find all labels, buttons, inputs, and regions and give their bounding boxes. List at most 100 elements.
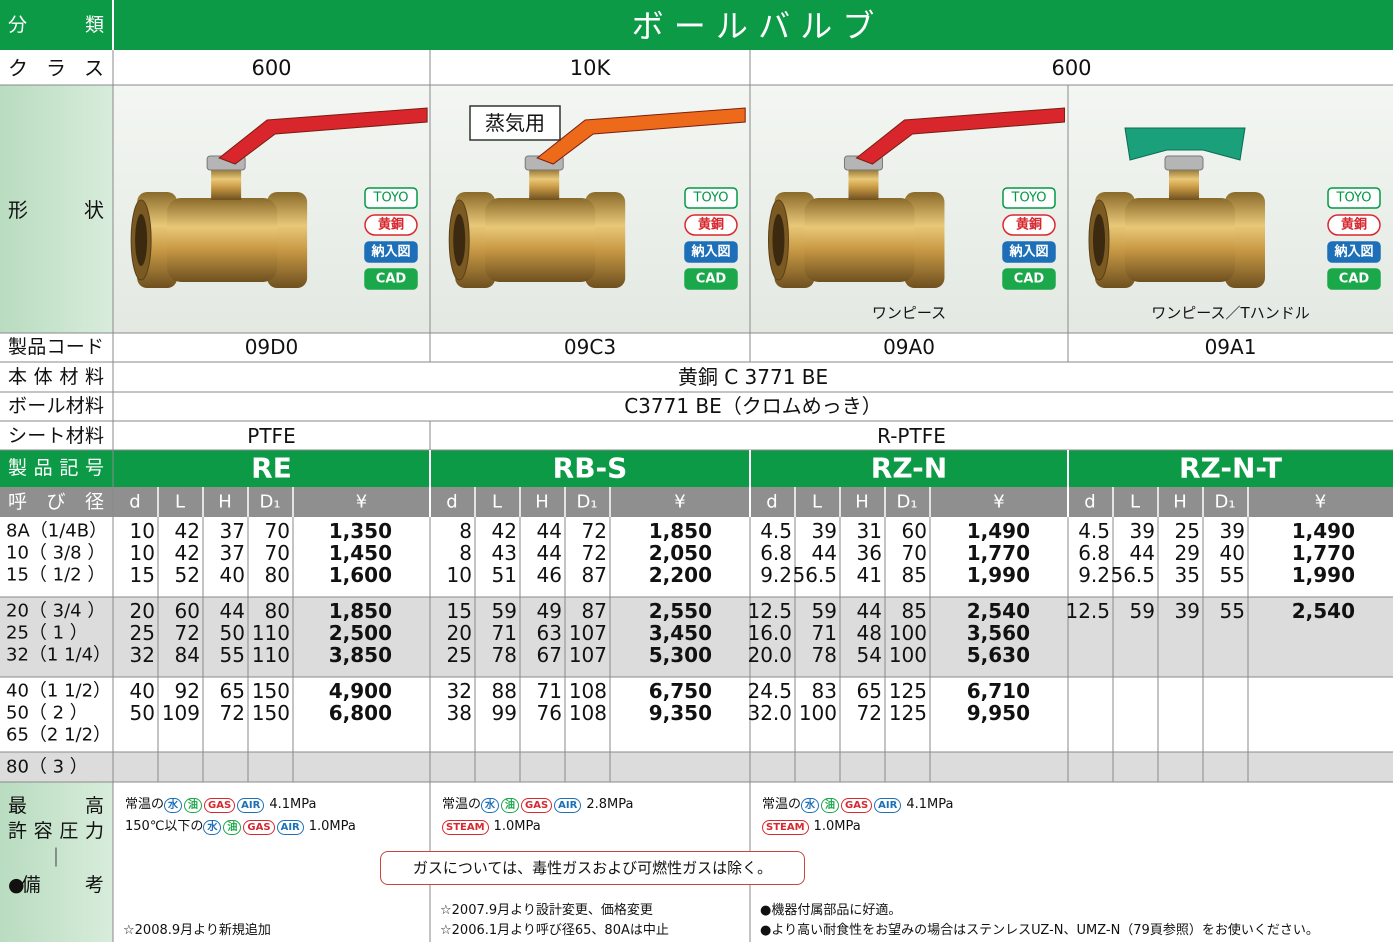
dimension: 20 [447,621,472,645]
header-bg [0,0,113,50]
price: 9,950 [967,701,1030,725]
dimension: 125 [889,679,927,703]
badge-text: 黄銅 [698,217,724,233]
dimension: 108 [569,701,607,725]
dimension: 44 [537,541,562,565]
remark: ●機器付属部品に好適。 [760,903,902,918]
class-value: 600 [1051,56,1091,80]
media-icon: GAS [204,798,236,813]
dimension: 12.5 [1065,599,1110,623]
nominal-size: 50（ 2 ） [6,703,88,724]
product-symbol: RB-S [553,452,628,485]
row-label: 製品コード [8,336,104,358]
dimension: 65 [220,679,245,703]
valve-image [448,107,746,288]
badge-text: TOYO [693,191,729,206]
dimension: 55 [1220,599,1245,623]
dimension: 9.2 [1078,563,1110,587]
dimension: 88 [492,679,517,703]
column-header: d [129,492,140,513]
material-value: C3771 BE（クロムめっき） [624,394,882,418]
price: 6,800 [329,701,392,725]
valve-handle [1124,127,1246,161]
dimension: 70 [265,541,290,565]
price: 5,630 [967,643,1030,667]
dimension: 31 [857,519,882,543]
media-icon: GAS [243,820,275,835]
valve-port [453,214,466,266]
valve-stem [1169,168,1199,200]
media-icon: STEAM [442,820,489,835]
media-icon: 油 [821,798,840,813]
row-label: 本 体 材 料 [8,366,104,388]
steam-box [469,105,561,141]
column-header: D₁ [1214,492,1235,513]
dimension: 52 [175,563,200,587]
band-bg [0,597,1393,677]
dimension: 92 [175,679,200,703]
column-header: L [812,492,822,513]
nominal-size: 8A（1/4B） [6,521,107,542]
product-code: 09D0 [245,335,299,359]
valve-image [1088,127,1265,288]
price: 3,450 [649,621,712,645]
dimension: 44 [812,541,837,565]
dimension: 71 [812,621,837,645]
price: 4,900 [329,679,392,703]
badge [1327,187,1381,209]
row-label: 最 高 [8,795,104,817]
badge [364,241,418,263]
remark: ☆2006.1月より呼び径65、80Aは中止 [440,923,669,938]
badge-text: 納入図 [1008,244,1048,260]
price: 1,770 [1292,541,1355,565]
dimension: 84 [175,643,200,667]
badge [1002,187,1056,209]
dimension: 38 [447,701,472,725]
pressure-line: 常温の水油 GAS AIR 2.8MPa [442,795,633,815]
dimension: 67 [537,643,562,667]
valve-port [1093,214,1105,266]
dimension: 107 [569,621,607,645]
badge [684,187,738,209]
nominal-size: 25（ 1 ） [6,623,88,644]
pressure-value: 4.1MPa [269,797,317,812]
valve-handle [855,107,1065,165]
column-header: L [492,492,502,513]
dimension: 72 [220,701,245,725]
price: 1,850 [329,599,392,623]
pressure-condition: 150℃以下の [125,819,204,834]
class-value: 600 [251,56,291,80]
pressure-condition: 常温の [125,797,165,812]
column-header: d [446,492,457,513]
dimension: 110 [252,643,290,667]
price: 1,990 [967,563,1030,587]
price: 1,350 [329,519,392,543]
dimension: 72 [857,701,882,725]
dimension: 78 [812,643,837,667]
dimension: 60 [175,599,200,623]
product-code: 09A0 [883,335,935,359]
media-icon: AIR [874,798,902,813]
dimension: 85 [902,599,927,623]
media-icon: 水 [481,798,500,813]
dimension: 10 [130,519,155,543]
badge [1327,241,1381,263]
price: 1,450 [329,541,392,565]
product-code: 09C3 [564,335,616,359]
badge-text: 納入図 [370,244,410,260]
gas-note: ガスについては、毒性ガスおよび可燃性ガスは除く。 [380,851,805,885]
price: 3,850 [329,643,392,667]
dimension: 42 [175,519,200,543]
price: 2,050 [649,541,712,565]
badge-text: TOYO [1011,191,1047,206]
valve-body [485,198,596,282]
column-header: H [1173,492,1187,513]
label-bg [0,782,113,942]
badge-text: TOYO [373,191,409,206]
column-header: D₁ [259,492,280,513]
dimension: 42 [492,519,517,543]
steam-note: 蒸気用 [485,111,545,135]
column-header: H [218,492,232,513]
column-header: L [175,492,185,513]
